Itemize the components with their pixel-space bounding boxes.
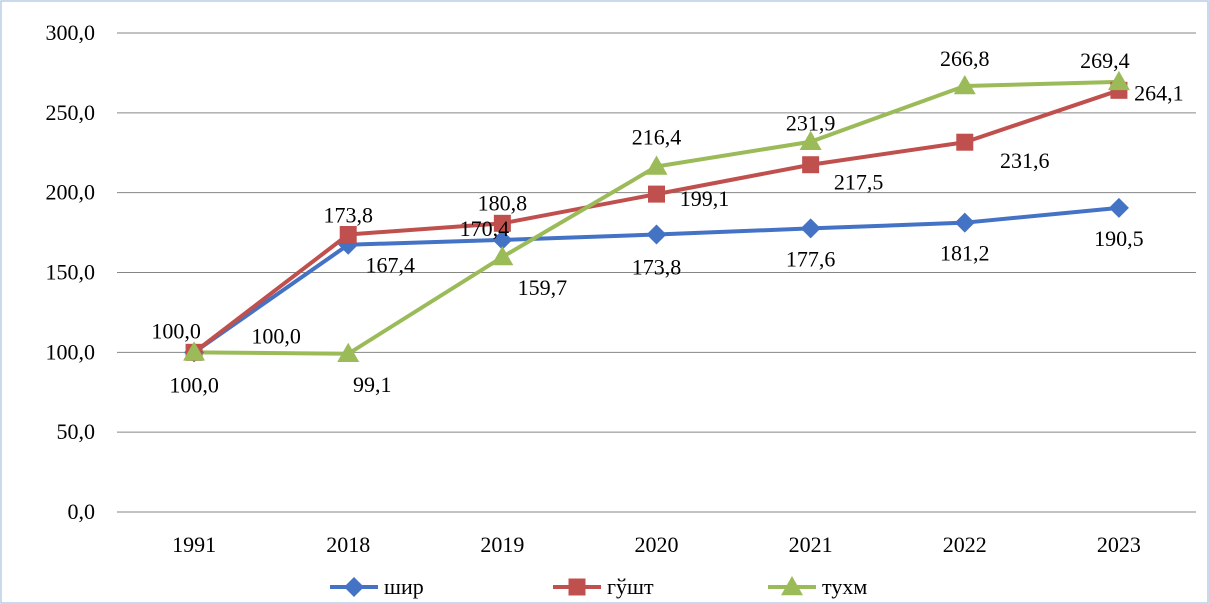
data-label: 170,4	[460, 216, 510, 241]
series-3-point	[953, 75, 976, 95]
data-label: 231,9	[786, 111, 836, 136]
y-tick-label: 300,0	[46, 20, 96, 45]
data-label: 190,5	[1094, 226, 1144, 251]
series-2-point	[802, 156, 820, 174]
series-3-point	[799, 130, 822, 150]
series-3-point	[645, 155, 668, 175]
series-1-point	[800, 218, 821, 239]
x-tick-label: 2021	[789, 532, 833, 557]
data-label: 216,4	[632, 124, 682, 149]
x-tick-label: 2018	[326, 532, 370, 557]
x-tick-label: 2020	[635, 532, 679, 557]
series-3-point	[183, 341, 206, 361]
data-label: 100,0	[251, 323, 301, 348]
x-tick-label: 1991	[172, 532, 216, 557]
y-tick-label: 150,0	[46, 260, 96, 285]
data-label: 266,8	[940, 46, 990, 71]
series-1-point	[646, 224, 667, 245]
legend: шир гўшт тухм	[330, 574, 867, 599]
series-2-point	[339, 225, 357, 243]
series-1-point	[954, 212, 975, 233]
data-label: 217,5	[834, 170, 884, 195]
x-tick-label: 2023	[1097, 532, 1141, 557]
legend-marker	[344, 577, 364, 597]
y-tick-label: 200,0	[46, 180, 96, 205]
data-label: 99,1	[353, 372, 392, 397]
data-label: 100,0	[151, 318, 201, 343]
data-label: 100,0	[169, 372, 219, 397]
data-label: 180,8	[478, 190, 528, 215]
data-label: 173,8	[632, 254, 682, 279]
data-label: 159,7	[518, 275, 568, 300]
legend-marker	[781, 576, 803, 596]
x-tick-label: 2019	[480, 532, 524, 557]
data-label: 269,4	[1080, 48, 1130, 73]
series-1-point	[1108, 197, 1129, 218]
data-label: 177,6	[786, 246, 836, 271]
series-group	[183, 70, 1130, 363]
legend-label: шир	[384, 574, 424, 599]
series-3-point	[337, 342, 360, 363]
data-label: 167,4	[365, 253, 415, 278]
legend-label: гўшт	[607, 574, 654, 599]
series-2-point	[648, 185, 665, 203]
series-3-point	[1107, 70, 1130, 91]
data-label: 199,1	[680, 186, 730, 211]
data-label: 173,8	[323, 202, 373, 227]
series-2-point	[956, 133, 974, 151]
series-2-point	[493, 214, 511, 232]
legend-marker	[568, 578, 586, 596]
y-tick-label: 50,0	[57, 419, 96, 444]
series-3-point	[491, 246, 514, 266]
x-axis-tick-labels: 1991 2018 2019 2020 2021 2022 2023	[172, 532, 1141, 557]
legend-label: тухм	[822, 574, 867, 599]
series-1-point	[492, 229, 513, 250]
data-label: 231,6	[1000, 148, 1050, 173]
data-label: 264,1	[1134, 80, 1184, 105]
y-tick-label: 250,0	[46, 100, 96, 125]
y-tick-label: 100,0	[46, 339, 96, 364]
y-axis-tick-labels: 0,0 50,0 100,0 150,0 200,0 250,0 300,0	[46, 20, 96, 524]
data-labels: 100,0 167,4 170,4 173,8 177,6 181,2 190,5 100,0…	[151, 46, 1183, 397]
y-tick-label: 0,0	[68, 499, 96, 524]
x-tick-label: 2022	[943, 532, 987, 557]
data-label: 181,2	[940, 241, 990, 266]
